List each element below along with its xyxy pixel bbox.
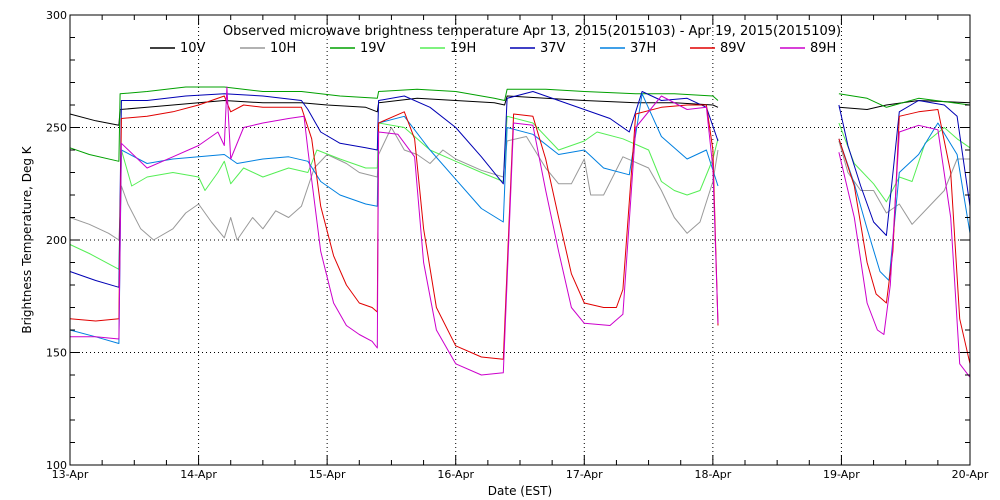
x-axis-label: Date (EST) — [488, 484, 552, 498]
legend-item-10H: 10H — [240, 41, 296, 56]
series-89H-line — [838, 124, 971, 378]
grid-lines — [70, 15, 970, 465]
x-tick-label: 19-Apr — [823, 468, 860, 481]
legend-item-10V: 10V — [150, 41, 206, 56]
x-tick-label: 14-Apr — [180, 468, 217, 481]
x-tick-label: 15-Apr — [309, 468, 346, 481]
x-tick-label: 16-Apr — [437, 468, 474, 481]
series-lines — [69, 86, 971, 378]
series-10H-line — [69, 127, 719, 241]
legend-item-37H: 37H — [600, 41, 656, 56]
series-37H-line — [838, 122, 971, 281]
legend-item-89V: 89V — [690, 41, 746, 56]
y-tick-label: 100 — [46, 459, 67, 472]
x-tick-label: 18-Apr — [694, 468, 731, 481]
series-37V-line — [838, 100, 971, 236]
y-tick-label: 200 — [46, 234, 67, 247]
legend-label: 19V — [360, 41, 386, 56]
y-tick-label: 150 — [46, 347, 67, 360]
legend-label: 10V — [180, 41, 206, 56]
y-axis-label: Brightness Temperature, Deg K — [20, 145, 34, 333]
legend-label: 37H — [630, 41, 656, 56]
series-10H-line — [838, 140, 970, 225]
series-89V-line — [838, 109, 971, 364]
series-89H-line — [70, 86, 719, 376]
x-tick-label: 17-Apr — [566, 468, 603, 481]
series-19H-line — [69, 115, 719, 270]
x-tick-label: 13-Apr — [52, 468, 89, 481]
series-10H — [69, 127, 970, 241]
series-19V-line — [69, 86, 719, 162]
x-tick-label: 20-Apr — [952, 468, 989, 481]
legend-item-19H: 19H — [420, 41, 476, 56]
series-19V — [69, 86, 971, 162]
legend-label: 37V — [540, 41, 566, 56]
series-19H — [69, 115, 971, 270]
series-19V-line — [838, 93, 971, 108]
series-10V-line — [69, 95, 719, 126]
y-tick-label: 250 — [46, 122, 67, 135]
legend-label: 89V — [720, 41, 746, 56]
series-10V — [69, 95, 971, 126]
legend: 10V 10H 19V 19H 37V 37H 89V 89H — [150, 41, 836, 56]
legend-item-19V: 19V — [330, 41, 386, 56]
legend-item-89H: 89H — [780, 41, 836, 56]
legend-label: 19H — [450, 41, 476, 56]
legend-label: 10H — [270, 41, 296, 56]
chart-title: Observed microwave brightness temperatur… — [223, 24, 841, 39]
series-89H — [70, 86, 971, 378]
series-10V-line — [838, 100, 971, 110]
y-tick-label: 300 — [46, 9, 67, 22]
axis-ticks: 100 150 200 250 300 13-Apr 14-Apr 15-Apr 16-Apr 1… — [46, 9, 989, 481]
series-37V — [69, 91, 971, 288]
series-37V-line — [69, 91, 719, 288]
series-89V — [69, 95, 971, 364]
series-19H-line — [838, 122, 971, 203]
legend-label: 89H — [810, 41, 836, 56]
series-37H — [69, 93, 971, 344]
legend-item-37V: 37V — [510, 41, 566, 56]
series-89V-line — [69, 95, 719, 360]
